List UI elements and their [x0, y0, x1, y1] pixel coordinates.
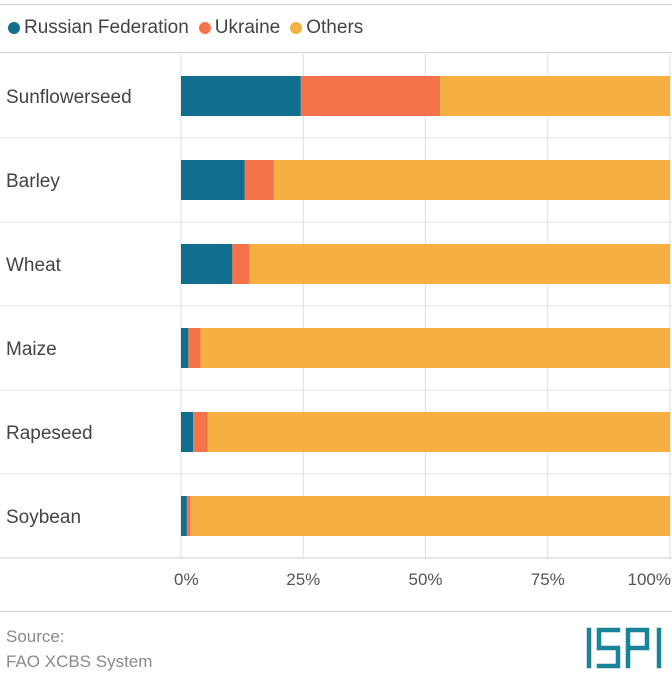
legend-label-ukraine: Ukraine — [214, 17, 281, 38]
category-label: Sunflowerseed — [6, 87, 132, 108]
bar-ukraine-barley — [244, 160, 274, 200]
bar-russian-federation-soybean — [181, 496, 187, 536]
bar-russian-federation-rapeseed — [181, 412, 194, 452]
bar-ukraine-sunflowerseed — [300, 76, 441, 116]
bar-russian-federation-barley — [181, 160, 245, 200]
legend-item-russian-federation: Russian Federation — [8, 17, 189, 39]
bar-others-rapeseed — [207, 412, 670, 452]
ispi-logo — [586, 627, 662, 669]
legend-marker-others — [290, 22, 303, 34]
source-note: Source: FAO XCBS System — [6, 624, 152, 674]
source-text: FAO XCBS System — [6, 652, 153, 671]
category-label: Maize — [6, 339, 57, 360]
x-tick-label: 0% — [174, 570, 199, 589]
bar-russian-federation-sunflowerseed — [181, 76, 301, 116]
category-label: Wheat — [6, 255, 62, 276]
bar-russian-federation-wheat — [181, 244, 233, 284]
category-label: Soybean — [6, 507, 81, 528]
category-label: Barley — [6, 171, 60, 192]
x-tick-label: 100% — [628, 570, 671, 589]
bar-others-sunflowerseed — [440, 76, 670, 116]
category-label: Rapeseed — [6, 423, 93, 444]
source-divider — [0, 611, 672, 612]
legend-marker-russian-federation — [8, 22, 20, 34]
bar-ukraine-rapeseed — [193, 412, 208, 452]
x-tick-label: 25% — [286, 570, 320, 589]
legend-divider — [0, 52, 672, 53]
bar-russian-federation-maize — [181, 328, 189, 368]
bar-others-soybean — [190, 496, 670, 536]
legend-marker-ukraine — [198, 22, 211, 34]
legend-label-others: Others — [306, 17, 364, 38]
bar-ukraine-wheat — [232, 244, 250, 284]
bar-others-maize — [200, 328, 670, 368]
stacked-bar-chart: Sunflowerseed Barley Wheat Maize Rapeseed Soy… — [0, 54, 672, 589]
bar-others-wheat — [249, 244, 670, 284]
top-divider — [0, 4, 672, 5]
chart-legend: Russian Federation Ukraine Others — [8, 16, 373, 40]
bar-others-barley — [273, 160, 670, 200]
x-tick-label: 50% — [408, 570, 442, 589]
bar-ukraine-soybean — [186, 496, 191, 536]
bar-ukraine-maize — [188, 328, 201, 368]
x-tick-label: 75% — [531, 570, 565, 589]
legend-label-russian-federation: Russian Federation — [24, 17, 189, 38]
legend-item-ukraine: Ukraine — [198, 17, 281, 39]
source-label: Source: — [6, 627, 65, 646]
legend-item-others: Others — [290, 17, 363, 39]
